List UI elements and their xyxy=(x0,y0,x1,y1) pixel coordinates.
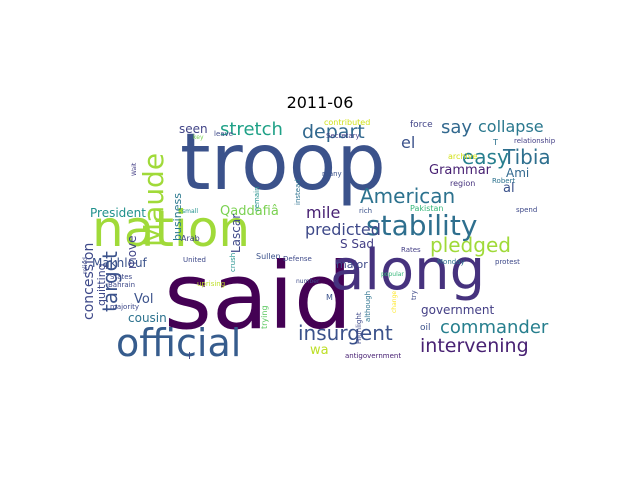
cloud-word: Lascar xyxy=(229,213,243,253)
cloud-word: leave xyxy=(214,130,233,138)
cloud-word: many xyxy=(322,170,342,178)
chart-title: 2011-06 xyxy=(286,93,354,112)
cloud-word: number xyxy=(296,278,320,285)
cloud-word: States xyxy=(110,273,133,281)
word-cloud: said troop nation along official stability Mau… xyxy=(80,119,560,360)
cloud-word: nation xyxy=(92,200,251,258)
cloud-word: move xyxy=(125,235,139,269)
cloud-word: said xyxy=(164,243,353,350)
cloud-word: Bahrain xyxy=(108,281,136,289)
cloud-word: mile xyxy=(306,203,341,222)
cloud-word: Highlight xyxy=(355,312,363,344)
cloud-word: cousin xyxy=(128,311,167,325)
cloud-word: relied xyxy=(82,257,89,274)
cloud-word: rich xyxy=(359,207,373,215)
cloud-word: Tibia xyxy=(503,145,551,169)
cloud-word: American xyxy=(360,184,456,208)
cloud-word: crush xyxy=(229,252,237,272)
cloud-word: Wait xyxy=(131,162,138,176)
cloud-word: uprising xyxy=(197,280,226,288)
cloud-word: concession xyxy=(81,242,97,320)
cloud-word: government xyxy=(421,303,495,317)
cloud-word: Vol xyxy=(134,292,154,307)
cloud-word: Defense xyxy=(283,255,312,263)
cloud-word: although xyxy=(364,290,372,322)
cloud-word: Maude xyxy=(137,152,170,247)
cloud-word: popular xyxy=(381,271,404,278)
cloud-word: insurgent xyxy=(298,321,393,345)
cloud-word: Rates xyxy=(401,246,421,254)
cloud-word: force xyxy=(410,120,433,130)
cloud-word: al xyxy=(503,181,515,196)
cloud-word: wa xyxy=(310,343,329,358)
cloud-word: official xyxy=(116,321,242,360)
cloud-word: archive xyxy=(448,152,478,161)
cloud-word: small xyxy=(182,208,198,215)
cloud-word: Grammar xyxy=(429,163,492,178)
cloud-word: instead xyxy=(294,179,302,205)
cloud-word: Pakistan xyxy=(410,204,444,213)
cloud-word: stretch xyxy=(220,119,283,140)
cloud-word: el xyxy=(401,133,416,152)
cloud-word: region xyxy=(450,179,476,188)
cloud-word: contributed xyxy=(324,119,371,127)
cloud-word: S Sad xyxy=(340,237,375,251)
cloud-word: intervening xyxy=(420,335,529,357)
cloud-word: depart xyxy=(302,121,365,143)
cloud-word: Secretary xyxy=(326,132,360,140)
cloud-word: collapse xyxy=(478,119,544,136)
cloud-word: trying xyxy=(260,305,269,329)
cloud-word: Ami xyxy=(506,166,530,180)
cloud-word: relationship xyxy=(514,137,556,145)
cloud-word: remain xyxy=(253,186,261,211)
cloud-word: major xyxy=(336,258,368,271)
cloud-word: I xyxy=(188,351,191,361)
cloud-word: predicted xyxy=(305,220,381,239)
cloud-word: commander xyxy=(440,317,549,338)
cloud-word: Makhlouf xyxy=(92,256,147,270)
cloud-word: Monday xyxy=(437,258,465,266)
cloud-word: antigovernment xyxy=(345,352,402,360)
cloud-word: T xyxy=(493,138,498,147)
cloud-word: President xyxy=(90,206,146,220)
cloud-word: Arab xyxy=(181,234,200,243)
cloud-word: along xyxy=(330,238,486,303)
cloud-word: pledged xyxy=(430,233,511,257)
cloud-word: troop xyxy=(180,119,386,208)
cloud-word: seen xyxy=(179,122,208,136)
cloud-word: quitting xyxy=(95,263,108,306)
cloud-word: spend xyxy=(516,206,538,214)
cloud-word: M xyxy=(326,293,333,302)
cloud-word: majority xyxy=(110,303,140,311)
cloud-word: easy xyxy=(462,145,509,169)
cloud-word: key xyxy=(193,134,204,141)
cloud-word: change xyxy=(391,290,398,313)
cloud-word: oil xyxy=(420,323,431,333)
cloud-word: protest xyxy=(495,258,520,266)
cloud-word: Robert xyxy=(492,177,516,185)
cloud-word: say xyxy=(441,119,473,138)
cloud-word: United xyxy=(183,256,206,264)
cloud-word: Sullen xyxy=(256,252,281,261)
cloud-word: try xyxy=(410,290,418,300)
cloud-word: Qaddafiâ xyxy=(220,204,279,219)
cloud-word: stability xyxy=(366,209,478,242)
